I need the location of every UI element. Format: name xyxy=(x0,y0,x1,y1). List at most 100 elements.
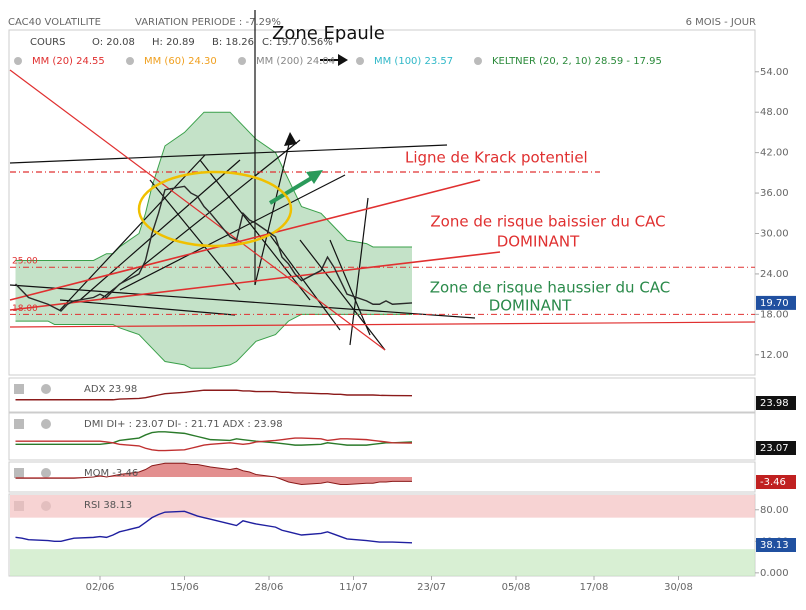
settings-icon[interactable] xyxy=(41,384,51,394)
main-frame xyxy=(8,29,756,376)
settings-icon[interactable] xyxy=(41,419,51,429)
y-tick-label: 80.00 xyxy=(760,505,789,516)
arrow-head xyxy=(284,132,297,146)
settings-icon xyxy=(14,57,22,65)
shoulder-ellipse xyxy=(137,170,293,248)
x-tick-label: 15/06 xyxy=(170,582,199,593)
red-line xyxy=(9,251,501,311)
y-tick-label: 18.00 xyxy=(760,309,789,320)
ma-legend: MM (100) 23.57 xyxy=(374,56,453,67)
ma-legend: MM (200) 24.04 xyxy=(256,56,335,67)
mom-line xyxy=(15,462,413,486)
x-tick-label: 17/08 xyxy=(580,582,609,593)
panel-title: DMI DI+ : 23.07 DI- : 21.71 ADX : 23.98 xyxy=(84,419,283,430)
settings-icon xyxy=(356,57,364,65)
value-tag-bg xyxy=(756,441,796,455)
panel-frames xyxy=(8,29,756,577)
quote-field: C: 19.7 0.56% xyxy=(262,37,333,48)
y-tick-label: 42.00 xyxy=(760,148,789,159)
quote-field: O: 20.08 xyxy=(92,37,135,48)
value-tag: 38.13 xyxy=(760,540,789,551)
trend-line xyxy=(99,139,301,301)
annotation: DOMINANT xyxy=(489,297,572,315)
oversold-zone xyxy=(10,549,755,576)
close-icon[interactable] xyxy=(14,468,24,478)
arrow-head xyxy=(306,170,323,184)
panel-title: RSI 38.13 xyxy=(84,500,132,511)
trend-line xyxy=(269,234,341,331)
x-tick-label: 28/06 xyxy=(255,582,284,593)
x-tick-label: 23/07 xyxy=(417,582,446,593)
y-tick-label: 36.00 xyxy=(760,188,789,199)
trend-line xyxy=(349,197,369,346)
reference-label: 25.00 xyxy=(12,257,38,267)
annotation: Zone de risque baissier du CAC xyxy=(430,213,665,231)
y-tick-label: 24.00 xyxy=(760,269,789,280)
trend-line xyxy=(119,174,346,291)
trend-line xyxy=(329,239,371,336)
mom-area-fill xyxy=(15,463,412,485)
annotation: Ligne de Krack potentiel xyxy=(405,149,588,167)
overbought-zone xyxy=(10,495,755,518)
x-tick-label: 05/08 xyxy=(502,582,531,593)
indicator-line xyxy=(15,437,413,452)
value-tag: 23.98 xyxy=(760,398,789,409)
drawings xyxy=(9,10,756,351)
ma-legend: MM (20) 24.55 xyxy=(32,56,105,67)
x-tick-label: 11/07 xyxy=(339,582,368,593)
value-tag: -3.46 xyxy=(760,477,786,488)
price-tag: 19.70 xyxy=(760,298,789,309)
y-tick-label: 30.00 xyxy=(760,228,789,239)
red-line xyxy=(9,69,386,351)
x-tick-label: 02/06 xyxy=(86,582,115,593)
dmi-frame xyxy=(8,412,756,461)
settings-icon[interactable] xyxy=(41,468,51,478)
y-tick-label: 54.00 xyxy=(760,67,789,78)
reference-label: 18.00 xyxy=(12,304,38,314)
trend-line xyxy=(254,139,291,286)
quote-field: COURS xyxy=(30,37,65,48)
y-tick-label: 12.00 xyxy=(760,350,789,361)
red-line xyxy=(9,179,481,301)
value-tag-bg xyxy=(756,538,796,552)
trend-line xyxy=(299,239,386,351)
red-line xyxy=(9,321,756,328)
price-tag-bg xyxy=(756,295,796,310)
variation: VARIATION PERIODE : -7.29% xyxy=(135,17,281,28)
close-icon[interactable] xyxy=(14,384,24,394)
trend-line xyxy=(9,144,448,164)
mom-frame xyxy=(8,461,756,493)
trend-line xyxy=(79,159,241,301)
band-upper xyxy=(15,111,412,261)
trend-line xyxy=(9,284,476,319)
arrow-head xyxy=(338,54,348,66)
title: CAC40 VOLATILITE xyxy=(8,17,101,28)
settings-icon xyxy=(238,57,246,65)
x-tick-label: 30/08 xyxy=(664,582,693,593)
ma-legend: MM (60) 24.30 xyxy=(144,56,217,67)
panel-title: ADX 23.98 xyxy=(84,384,137,395)
settings-icon xyxy=(126,57,134,65)
trend-line xyxy=(59,154,206,311)
value-tag-bg xyxy=(756,475,796,489)
value-tag: 23.07 xyxy=(760,443,789,454)
close-icon[interactable] xyxy=(14,419,24,429)
period: 6 MOIS - JOUR xyxy=(686,17,756,28)
green-arrow xyxy=(268,174,317,205)
ma-legend: KELTNER (20, 2, 10) 28.59 - 17.95 xyxy=(492,56,662,67)
panel-title: MOM -3.46 xyxy=(84,468,138,479)
indicator-line xyxy=(15,389,413,401)
annotation: Zone Epaule xyxy=(272,23,385,44)
trend-line xyxy=(149,179,241,291)
quote-field: B: 18.26 xyxy=(212,37,254,48)
settings-icon xyxy=(474,57,482,65)
indicator-line xyxy=(15,510,413,544)
trend-line xyxy=(59,299,236,316)
indicator-line xyxy=(15,431,413,446)
quote-field: H: 20.89 xyxy=(152,37,195,48)
annotation: DOMINANT xyxy=(497,233,580,251)
y-tick-label: 0.000 xyxy=(760,568,789,579)
annotation: Zone de risque haussier du CAC xyxy=(430,279,671,297)
